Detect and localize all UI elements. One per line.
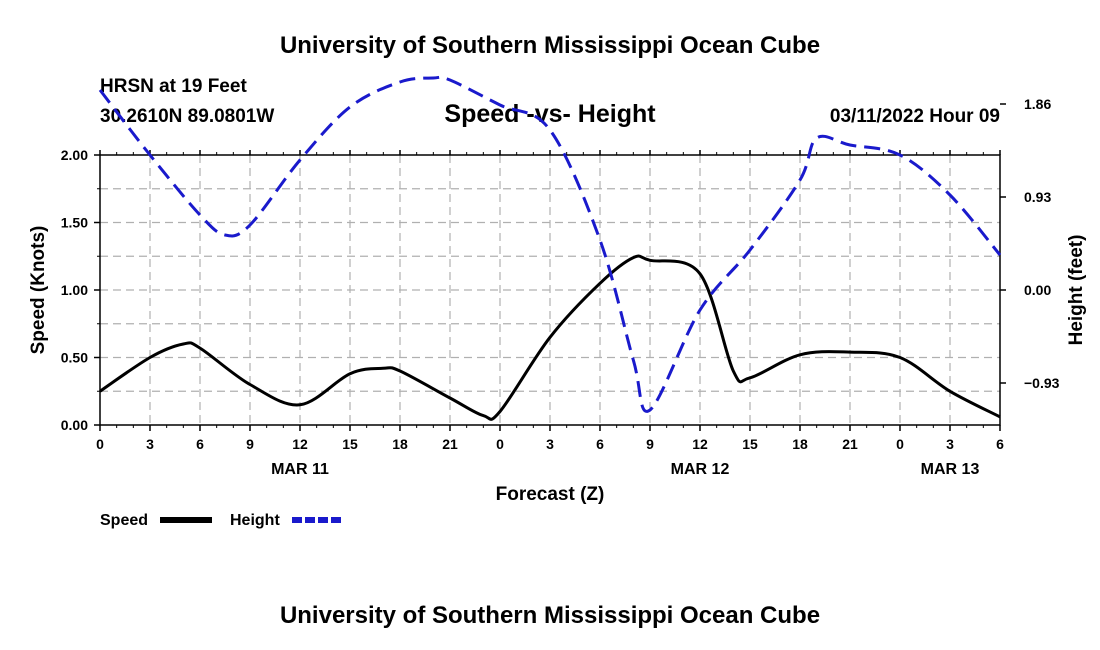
x-tick-label: 0 [96,436,104,452]
series [98,75,1002,421]
chart-title: University of Southern Mississippi Ocean… [279,32,821,59]
legend-height-label: Height [230,512,280,529]
y2-tick-label: −0.93 [1024,375,1060,391]
footer-title: University of Southern Mississippi Ocean… [279,602,821,629]
x-tick-label: 21 [842,436,858,452]
y-axis-label: Speed (Knots) [28,226,49,355]
x-tick-label: 0 [896,436,904,452]
y-tick-label: 0.00 [61,417,88,433]
x-tick-label: 6 [996,436,1004,452]
x-tick-label: 0 [496,436,504,452]
x-tick-label: 21 [442,436,458,452]
x-tick-label: 6 [196,436,204,452]
axis-ticks [94,103,1006,431]
x-tick-label: 15 [742,436,758,452]
date-label: MAR 12 [671,461,730,478]
y-tick-label: 0.50 [61,350,88,366]
date-label: MAR 11 [271,461,329,478]
x-tick-label: 3 [946,436,954,452]
y-tick-label: 1.50 [61,215,88,231]
station-label: HRSN at 19 Feet [100,76,247,97]
series-line-height [98,75,1002,413]
x-tick-label: 12 [292,436,308,452]
x-tick-label: 6 [596,436,604,452]
x-tick-label: 9 [646,436,654,452]
x-tick-label: 3 [146,436,154,452]
x-tick-label: 9 [246,436,254,452]
y2-tick-label: 0.93 [1024,189,1051,205]
legend-speed-label: Speed [100,512,148,529]
tick-labels: 0 3 6 9 12 15 18 21 0 3 6 9 12 15 18 21 0 3 6 MAR 11 MAR 12 M… [61,96,1060,478]
x-tick-label: 3 [546,436,554,452]
datetime-label: 03/11/2022 Hour 09 [829,106,1000,127]
coordinates-label: 30.2610N 89.0801W [100,106,275,127]
y2-tick-label: 0.00 [1024,282,1051,298]
y2-axis-label: Height (feet) [1066,235,1087,346]
chart-subtitle: Speed -vs- Height [444,100,656,128]
date-label: MAR 13 [921,461,980,478]
x-axis-label: Forecast (Z) [496,484,605,505]
y-tick-label: 2.00 [61,147,88,163]
y-tick-label: 1.00 [61,282,88,298]
x-tick-label: 15 [342,436,358,452]
x-tick-label: 18 [792,436,808,452]
series-line-speed [99,254,1001,421]
y2-tick-label: 1.86 [1024,96,1051,112]
x-tick-label: 18 [392,436,408,452]
grid [100,155,1000,425]
legend: Speed Height [100,512,342,529]
x-tick-label: 12 [692,436,708,452]
